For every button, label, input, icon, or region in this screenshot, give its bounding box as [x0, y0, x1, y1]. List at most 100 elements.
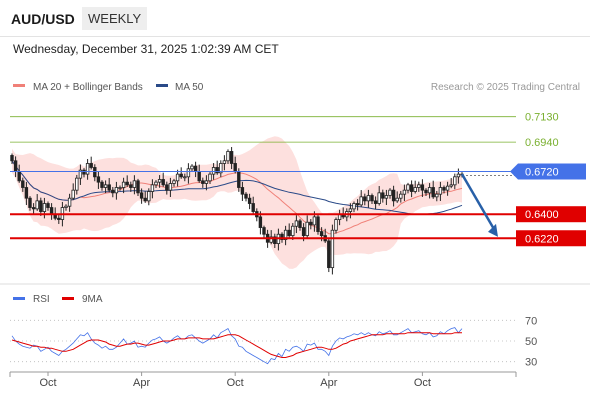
- candle-body: [251, 203, 255, 212]
- candle-body: [57, 217, 61, 220]
- watermark: Research © 2025 Trading Central: [431, 82, 580, 93]
- candle-body: [89, 163, 93, 168]
- candle-body: [269, 236, 273, 243]
- candle-body: [442, 187, 446, 191]
- candle-body: [161, 179, 165, 186]
- candle-body: [391, 189, 396, 202]
- candle-body: [237, 171, 241, 188]
- period-tab-weekly[interactable]: WEEKLY: [82, 7, 148, 30]
- candle-body: [316, 216, 320, 232]
- candle-body: [352, 203, 356, 210]
- candle-body: [319, 231, 324, 236]
- candle-body: [427, 187, 432, 194]
- candle-body: [359, 196, 363, 206]
- candle-body: [273, 236, 277, 244]
- candle-body: [456, 173, 461, 178]
- bollinger-band-area: [12, 136, 462, 269]
- candle-body: [31, 207, 36, 210]
- candle-body: [35, 200, 39, 210]
- candle-body: [71, 189, 75, 199]
- candle-body: [10, 155, 14, 162]
- candle-body: [312, 216, 317, 226]
- x-tick-label: Oct: [227, 377, 244, 389]
- candle-body: [402, 189, 407, 195]
- candle-body: [399, 193, 403, 199]
- candle-body: [179, 173, 183, 178]
- candle-body: [93, 167, 97, 178]
- candle-body: [283, 229, 288, 240]
- candle-body: [384, 195, 389, 199]
- candle-body: [298, 220, 302, 228]
- candle-body: [453, 176, 457, 186]
- legend-label-ma50: MA 50: [175, 82, 204, 93]
- legend-label-rsi: RSI: [33, 294, 50, 305]
- candle-body: [28, 197, 32, 208]
- candle-body: [201, 180, 205, 184]
- candle-body: [24, 187, 29, 199]
- candle-body: [445, 185, 450, 191]
- candle-body: [78, 169, 83, 179]
- legend-label-9ma: 9MA: [82, 294, 103, 305]
- candle-body: [183, 176, 187, 179]
- candle-body: [190, 165, 194, 170]
- candle-body: [377, 192, 381, 204]
- x-tick-label: Oct: [39, 377, 56, 389]
- candle-body: [154, 181, 158, 186]
- candle-body: [125, 181, 129, 186]
- candle-body: [100, 181, 104, 188]
- candle-body: [21, 180, 25, 188]
- candle-body: [64, 205, 68, 208]
- rsi-line: [11, 327, 463, 365]
- current-price-label: 0.6720: [525, 166, 559, 178]
- candle-body: [147, 191, 151, 202]
- rsi-tick-label: 50: [525, 336, 537, 348]
- rsi-ma-line: [11, 332, 462, 358]
- candle-body: [406, 184, 410, 191]
- candle-body: [334, 219, 338, 231]
- candle-body: [222, 160, 227, 164]
- legend-swatch-rsi: [13, 297, 25, 300]
- candle-body: [420, 184, 425, 191]
- candle-body: [96, 176, 101, 183]
- candle-body: [258, 216, 263, 228]
- candle-body: [107, 184, 111, 191]
- forecast-arrow-shaft: [460, 173, 497, 232]
- candle-body: [449, 184, 453, 187]
- legend-swatch-9ma: [62, 297, 74, 300]
- support-label: 0.6400: [525, 209, 559, 221]
- candle-body: [366, 195, 371, 202]
- support-label-box: [516, 206, 586, 223]
- rsi-tick-label: 30: [525, 357, 537, 369]
- x-tick-label: Apr: [320, 377, 337, 389]
- candle-body: [67, 197, 72, 207]
- current-price-tag: [510, 163, 586, 180]
- candle-body: [244, 193, 248, 199]
- candle-body: [247, 197, 252, 204]
- candle-body: [129, 184, 133, 188]
- candle-body: [226, 151, 230, 162]
- candle-body: [301, 227, 306, 236]
- candle-body: [165, 184, 169, 191]
- legend-swatch-ma20: [13, 84, 25, 87]
- candle-body: [111, 189, 115, 194]
- candle-body: [46, 203, 50, 208]
- candle-body: [287, 229, 291, 236]
- candle-body: [215, 167, 219, 174]
- candle-body: [186, 168, 191, 178]
- candle-body: [82, 169, 86, 175]
- candle-body: [291, 225, 295, 236]
- candle-body: [197, 171, 201, 182]
- candle-body: [388, 189, 392, 196]
- candle-body: [395, 197, 399, 202]
- candle-body: [132, 180, 137, 188]
- candle-body: [233, 163, 237, 172]
- candle-body: [363, 196, 367, 202]
- candle-body: [13, 160, 18, 172]
- candle-body: [121, 181, 126, 188]
- candle-body: [49, 207, 54, 215]
- timestamp: Wednesday, December 31, 2025 1:02:39 AM …: [13, 42, 279, 56]
- candle-body: [208, 173, 212, 182]
- candle-body: [103, 184, 108, 188]
- candle-body: [150, 184, 155, 192]
- candle-body: [229, 151, 234, 164]
